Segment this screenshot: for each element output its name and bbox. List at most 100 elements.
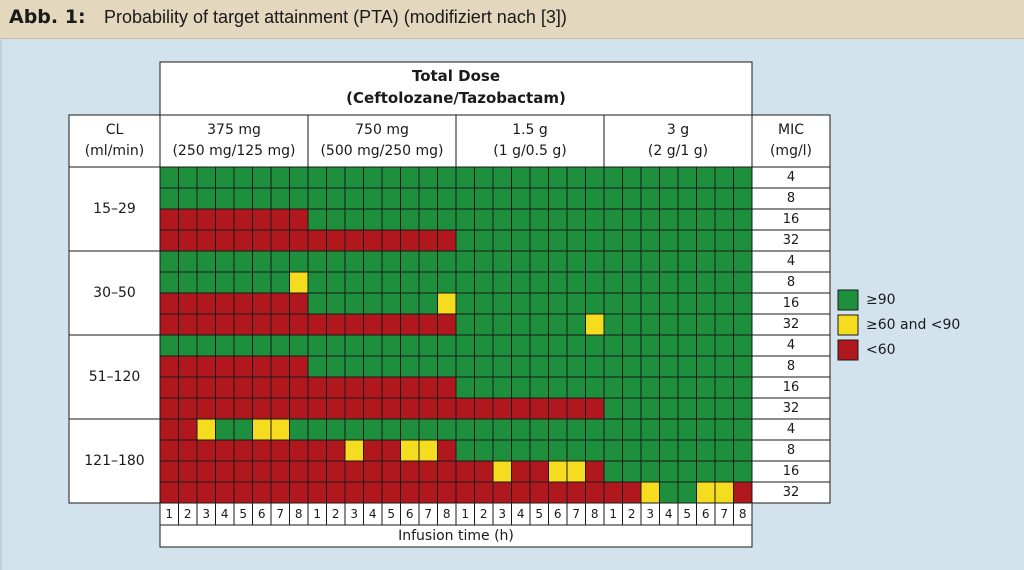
heatmap-cell (492, 229, 512, 252)
figure-header: Abb. 1: Probability of target attainment… (0, 0, 1024, 39)
heatmap-cell (178, 481, 198, 504)
heatmap-cell (363, 166, 383, 189)
heatmap-cell (622, 334, 642, 357)
heatmap-cell (326, 397, 346, 420)
infusion-time-label: 8 (739, 507, 747, 521)
heatmap-cell (418, 376, 438, 399)
heatmap-cell (640, 397, 660, 420)
heatmap-cell (714, 418, 734, 441)
heatmap-cell (714, 229, 734, 252)
heatmap-cell (381, 334, 401, 357)
heatmap-cell (603, 355, 623, 378)
heatmap-cell (159, 439, 179, 462)
heatmap-cell (696, 334, 716, 357)
heatmap-cell (492, 460, 512, 483)
heatmap-cell (640, 418, 660, 441)
heatmap-cell (307, 418, 327, 441)
heatmap-cell (159, 481, 179, 504)
heatmap-cell (677, 376, 697, 399)
heatmap-cell (640, 229, 660, 252)
heatmap-cell (696, 355, 716, 378)
heatmap-cell (344, 355, 364, 378)
heatmap-cell (437, 313, 457, 336)
heatmap-cell (252, 355, 272, 378)
heatmap-cell (326, 376, 346, 399)
heatmap-cell (529, 187, 549, 210)
heatmap-cell (455, 271, 475, 294)
heatmap-cell (215, 355, 235, 378)
heatmap-cell (548, 355, 568, 378)
heatmap-cell (437, 460, 457, 483)
heatmap-cell (307, 334, 327, 357)
heatmap-cell (659, 250, 679, 273)
heatmap-cell (363, 418, 383, 441)
heatmap-cell (326, 229, 346, 252)
heatmap-cell (622, 313, 642, 336)
mic-value-label: 32 (783, 401, 800, 416)
heatmap-cell (289, 355, 309, 378)
heatmap-cell (178, 292, 198, 315)
heatmap-cell (381, 376, 401, 399)
infusion-time-label: 2 (332, 507, 340, 521)
heatmap-cell (548, 439, 568, 462)
heatmap-cell (714, 397, 734, 420)
heatmap-cell (196, 292, 216, 315)
heatmap-cell (418, 271, 438, 294)
heatmap-cell (270, 334, 290, 357)
heatmap-cell (511, 481, 531, 504)
heatmap-cell (696, 187, 716, 210)
heatmap-cell (640, 439, 660, 462)
heatmap-cell (714, 460, 734, 483)
heatmap-cell (344, 166, 364, 189)
heatmap-cell (344, 292, 364, 315)
heatmap-cell (474, 208, 494, 231)
heatmap-cell (677, 313, 697, 336)
mic-value-label: 4 (787, 422, 795, 437)
cl-header-unit: (ml/min) (85, 143, 145, 159)
heatmap-cell (363, 460, 383, 483)
heatmap-cell (178, 355, 198, 378)
heatmap-cell (474, 439, 494, 462)
heatmap-cell (437, 292, 457, 315)
heatmap-cell (585, 313, 605, 336)
heatmap-cell (696, 250, 716, 273)
heatmap-cell (363, 187, 383, 210)
heatmap-cell (381, 397, 401, 420)
heatmap-cell (196, 481, 216, 504)
heatmap-cell (566, 334, 586, 357)
heatmap-cell (215, 397, 235, 420)
heatmap-cell (289, 187, 309, 210)
heatmap-cell (159, 208, 179, 231)
heatmap-cell (363, 481, 383, 504)
heatmap-cell (640, 187, 660, 210)
heatmap-cell (159, 397, 179, 420)
mic-value-label: 16 (783, 296, 800, 311)
heatmap-cell (659, 166, 679, 189)
mic-value-label: 16 (783, 464, 800, 479)
heatmap-cell (344, 271, 364, 294)
heatmap-cell (548, 271, 568, 294)
heatmap-cell (381, 166, 401, 189)
infusion-time-label: 6 (554, 507, 562, 521)
heatmap-cell (603, 250, 623, 273)
heatmap-cell (289, 208, 309, 231)
heatmap-cell (381, 355, 401, 378)
heatmap-cell (659, 481, 679, 504)
mic-value-label: 8 (787, 443, 795, 458)
heatmap-cell (400, 397, 420, 420)
heatmap-cell (677, 166, 697, 189)
heatmap-cell (659, 313, 679, 336)
heatmap-cell (270, 313, 290, 336)
heatmap-cell (585, 187, 605, 210)
heatmap-cell (215, 313, 235, 336)
heatmap-cell (566, 397, 586, 420)
mic-value-label: 16 (783, 380, 800, 395)
heatmap-cell (714, 313, 734, 336)
heatmap-cell (733, 397, 753, 420)
heatmap-cell (215, 250, 235, 273)
heatmap-cell (733, 355, 753, 378)
heatmap-cell (640, 481, 660, 504)
heatmap-cell (511, 271, 531, 294)
legend-label: ≥60 and <90 (866, 317, 960, 333)
heatmap-cell (677, 481, 697, 504)
